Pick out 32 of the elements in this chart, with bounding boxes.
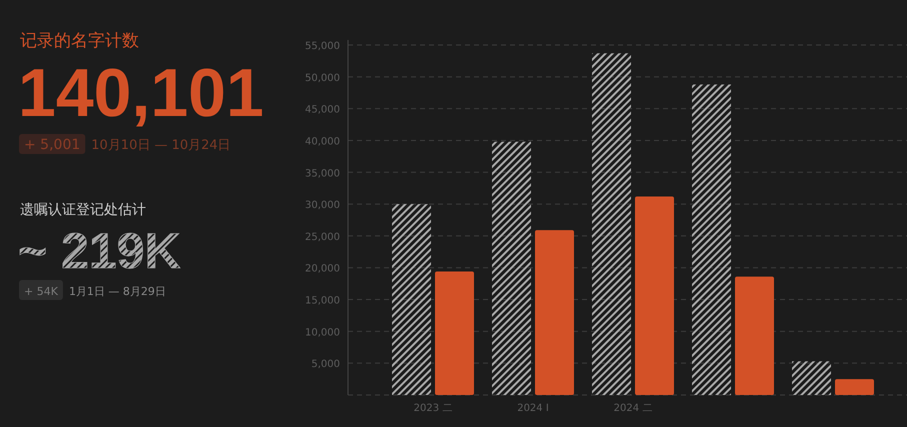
bar [635,196,674,395]
bar [535,230,574,395]
text: 10月10日 — 10月24日 [91,138,231,153]
y-tick-label: 55,000 [305,41,340,52]
y-tick-label: 15,000 [305,296,340,307]
y-tick-label: 25,000 [305,232,340,243]
text: + 54K [24,285,59,298]
text: 1月1日 — 8月29日 [68,285,166,298]
text: ~ 219K [18,223,181,279]
bar [792,361,831,395]
text: 140,101 [18,55,264,131]
bar [492,142,531,395]
y-tick-label: 30,000 [305,200,340,212]
y-tick-label: 20,000 [305,264,340,275]
bar [835,379,874,395]
x-tick-label: 2024 二 [614,403,652,414]
bar [435,272,474,395]
bar [592,53,631,395]
y-tick-label: 35,000 [305,168,340,180]
y-tick-label: 5,000 [311,359,340,370]
x-tick-label: 2024 I [517,403,549,414]
y-tick-label: 45,000 [305,104,340,116]
bar [735,276,774,395]
y-tick-label: 40,000 [305,136,340,148]
bar [392,204,431,395]
y-tick-label: 50,000 [305,72,340,84]
text: 记录的名字计数 [20,31,139,51]
text: 遗嘱认证登记处估计 [20,202,146,218]
bar [692,84,731,395]
y-tick-label: 10,000 [305,327,340,338]
text: + 5,001 [24,137,80,153]
x-tick-label: 2023 二 [414,403,452,414]
